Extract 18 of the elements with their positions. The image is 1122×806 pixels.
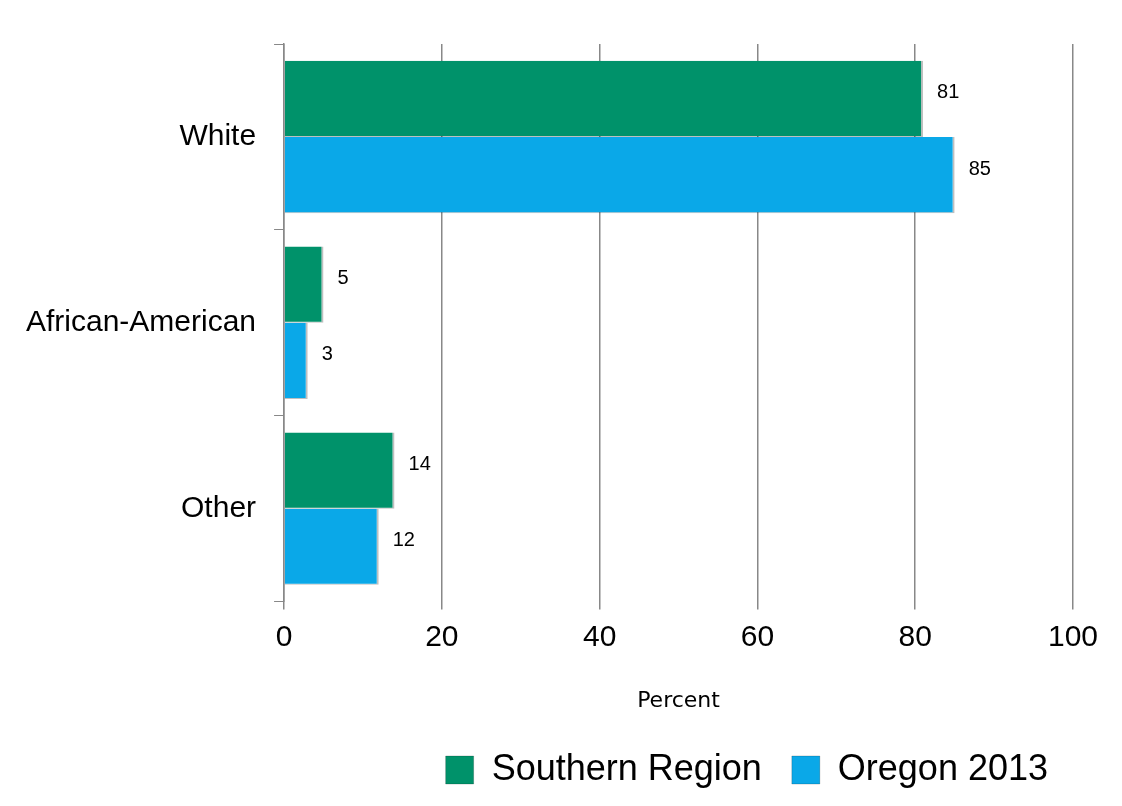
y-tick-label: Other bbox=[181, 489, 257, 523]
data-label: 85 bbox=[968, 156, 991, 179]
data-label: 12 bbox=[392, 528, 415, 551]
x-tick-label: 60 bbox=[740, 618, 775, 652]
y-tick-label: White bbox=[179, 118, 257, 152]
x-tick-label: 80 bbox=[898, 618, 932, 652]
x-tick-label: 20 bbox=[425, 618, 459, 652]
x-axis-title: Percent bbox=[637, 686, 721, 712]
y-tick-label: African-American bbox=[25, 304, 257, 338]
data-label: 5 bbox=[337, 266, 349, 289]
x-tick-label: 100 bbox=[1047, 618, 1098, 652]
x-tick-label: 0 bbox=[275, 618, 293, 652]
legend-label: Southern Region bbox=[491, 746, 762, 788]
data-label: 3 bbox=[321, 342, 333, 365]
data-label: 14 bbox=[408, 452, 431, 475]
data-label: 81 bbox=[937, 80, 960, 103]
legend-label: Oregon 2013 bbox=[837, 746, 1049, 788]
x-tick-label: 40 bbox=[582, 618, 617, 652]
